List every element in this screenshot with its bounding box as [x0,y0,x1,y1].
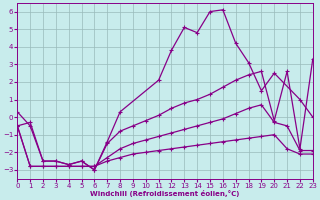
X-axis label: Windchill (Refroidissement éolien,°C): Windchill (Refroidissement éolien,°C) [90,190,240,197]
